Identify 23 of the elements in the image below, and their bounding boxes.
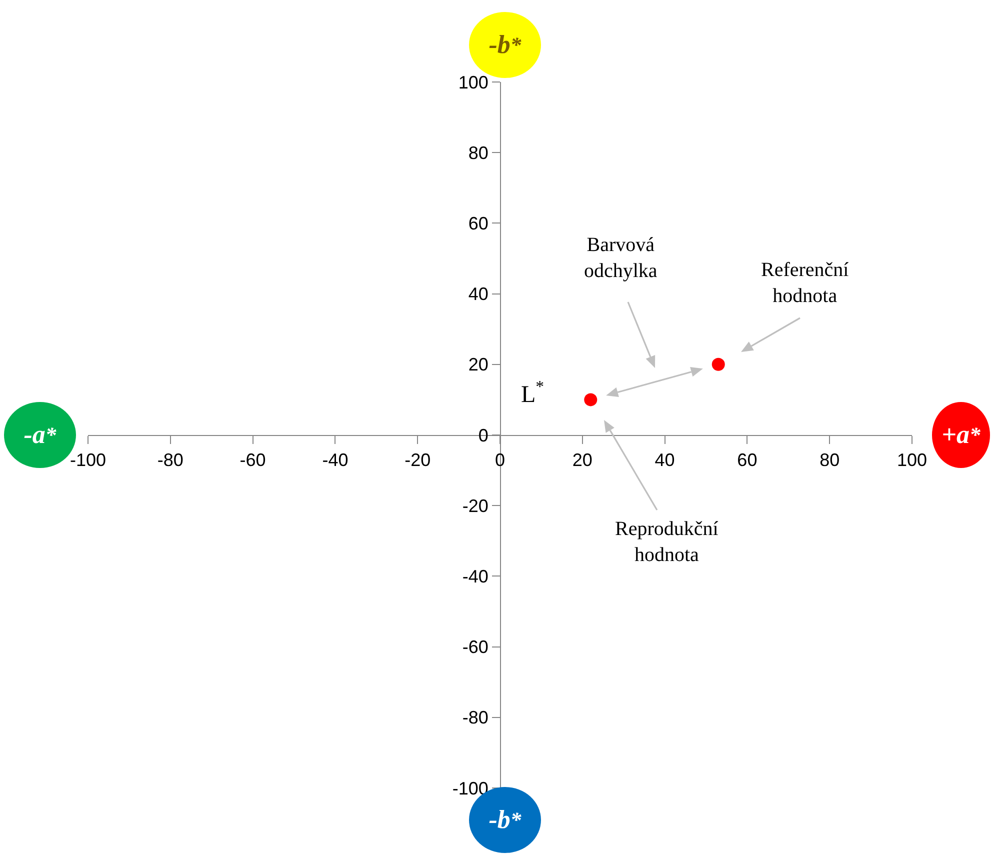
x-tick-label: 100: [896, 450, 928, 470]
annotation: Barvová odchylka: [584, 234, 658, 282]
y-tick-label: 0: [478, 425, 488, 446]
y-tick-label: -40: [462, 566, 488, 586]
x-tick-label: -80: [157, 450, 184, 470]
x-tick-label: 60: [737, 450, 758, 470]
x-tick-label: 0: [494, 450, 506, 470]
y-tick-label: -20: [462, 496, 488, 516]
x-tick-label: -20: [404, 450, 431, 470]
x-tick-label: -40: [322, 450, 348, 470]
annotation: Referenční hodnota: [761, 259, 850, 307]
annotation: Reprodukční hodnota: [615, 518, 719, 566]
y-tick-label: 20: [468, 354, 488, 375]
x-tick-label: 40: [654, 450, 675, 470]
y-tick-label: -60: [462, 637, 488, 658]
annotation: L$^{*}$: [521, 377, 544, 408]
x-tick-label: 20: [572, 450, 592, 470]
x-tick-label: -60: [240, 450, 266, 470]
x-tick-label: 80: [820, 450, 840, 470]
y-tick-label: 80: [468, 142, 488, 163]
y-tick-label: 40: [468, 284, 488, 304]
y-tick-label: -80: [462, 708, 488, 728]
y-tick-label: 60: [468, 214, 488, 234]
